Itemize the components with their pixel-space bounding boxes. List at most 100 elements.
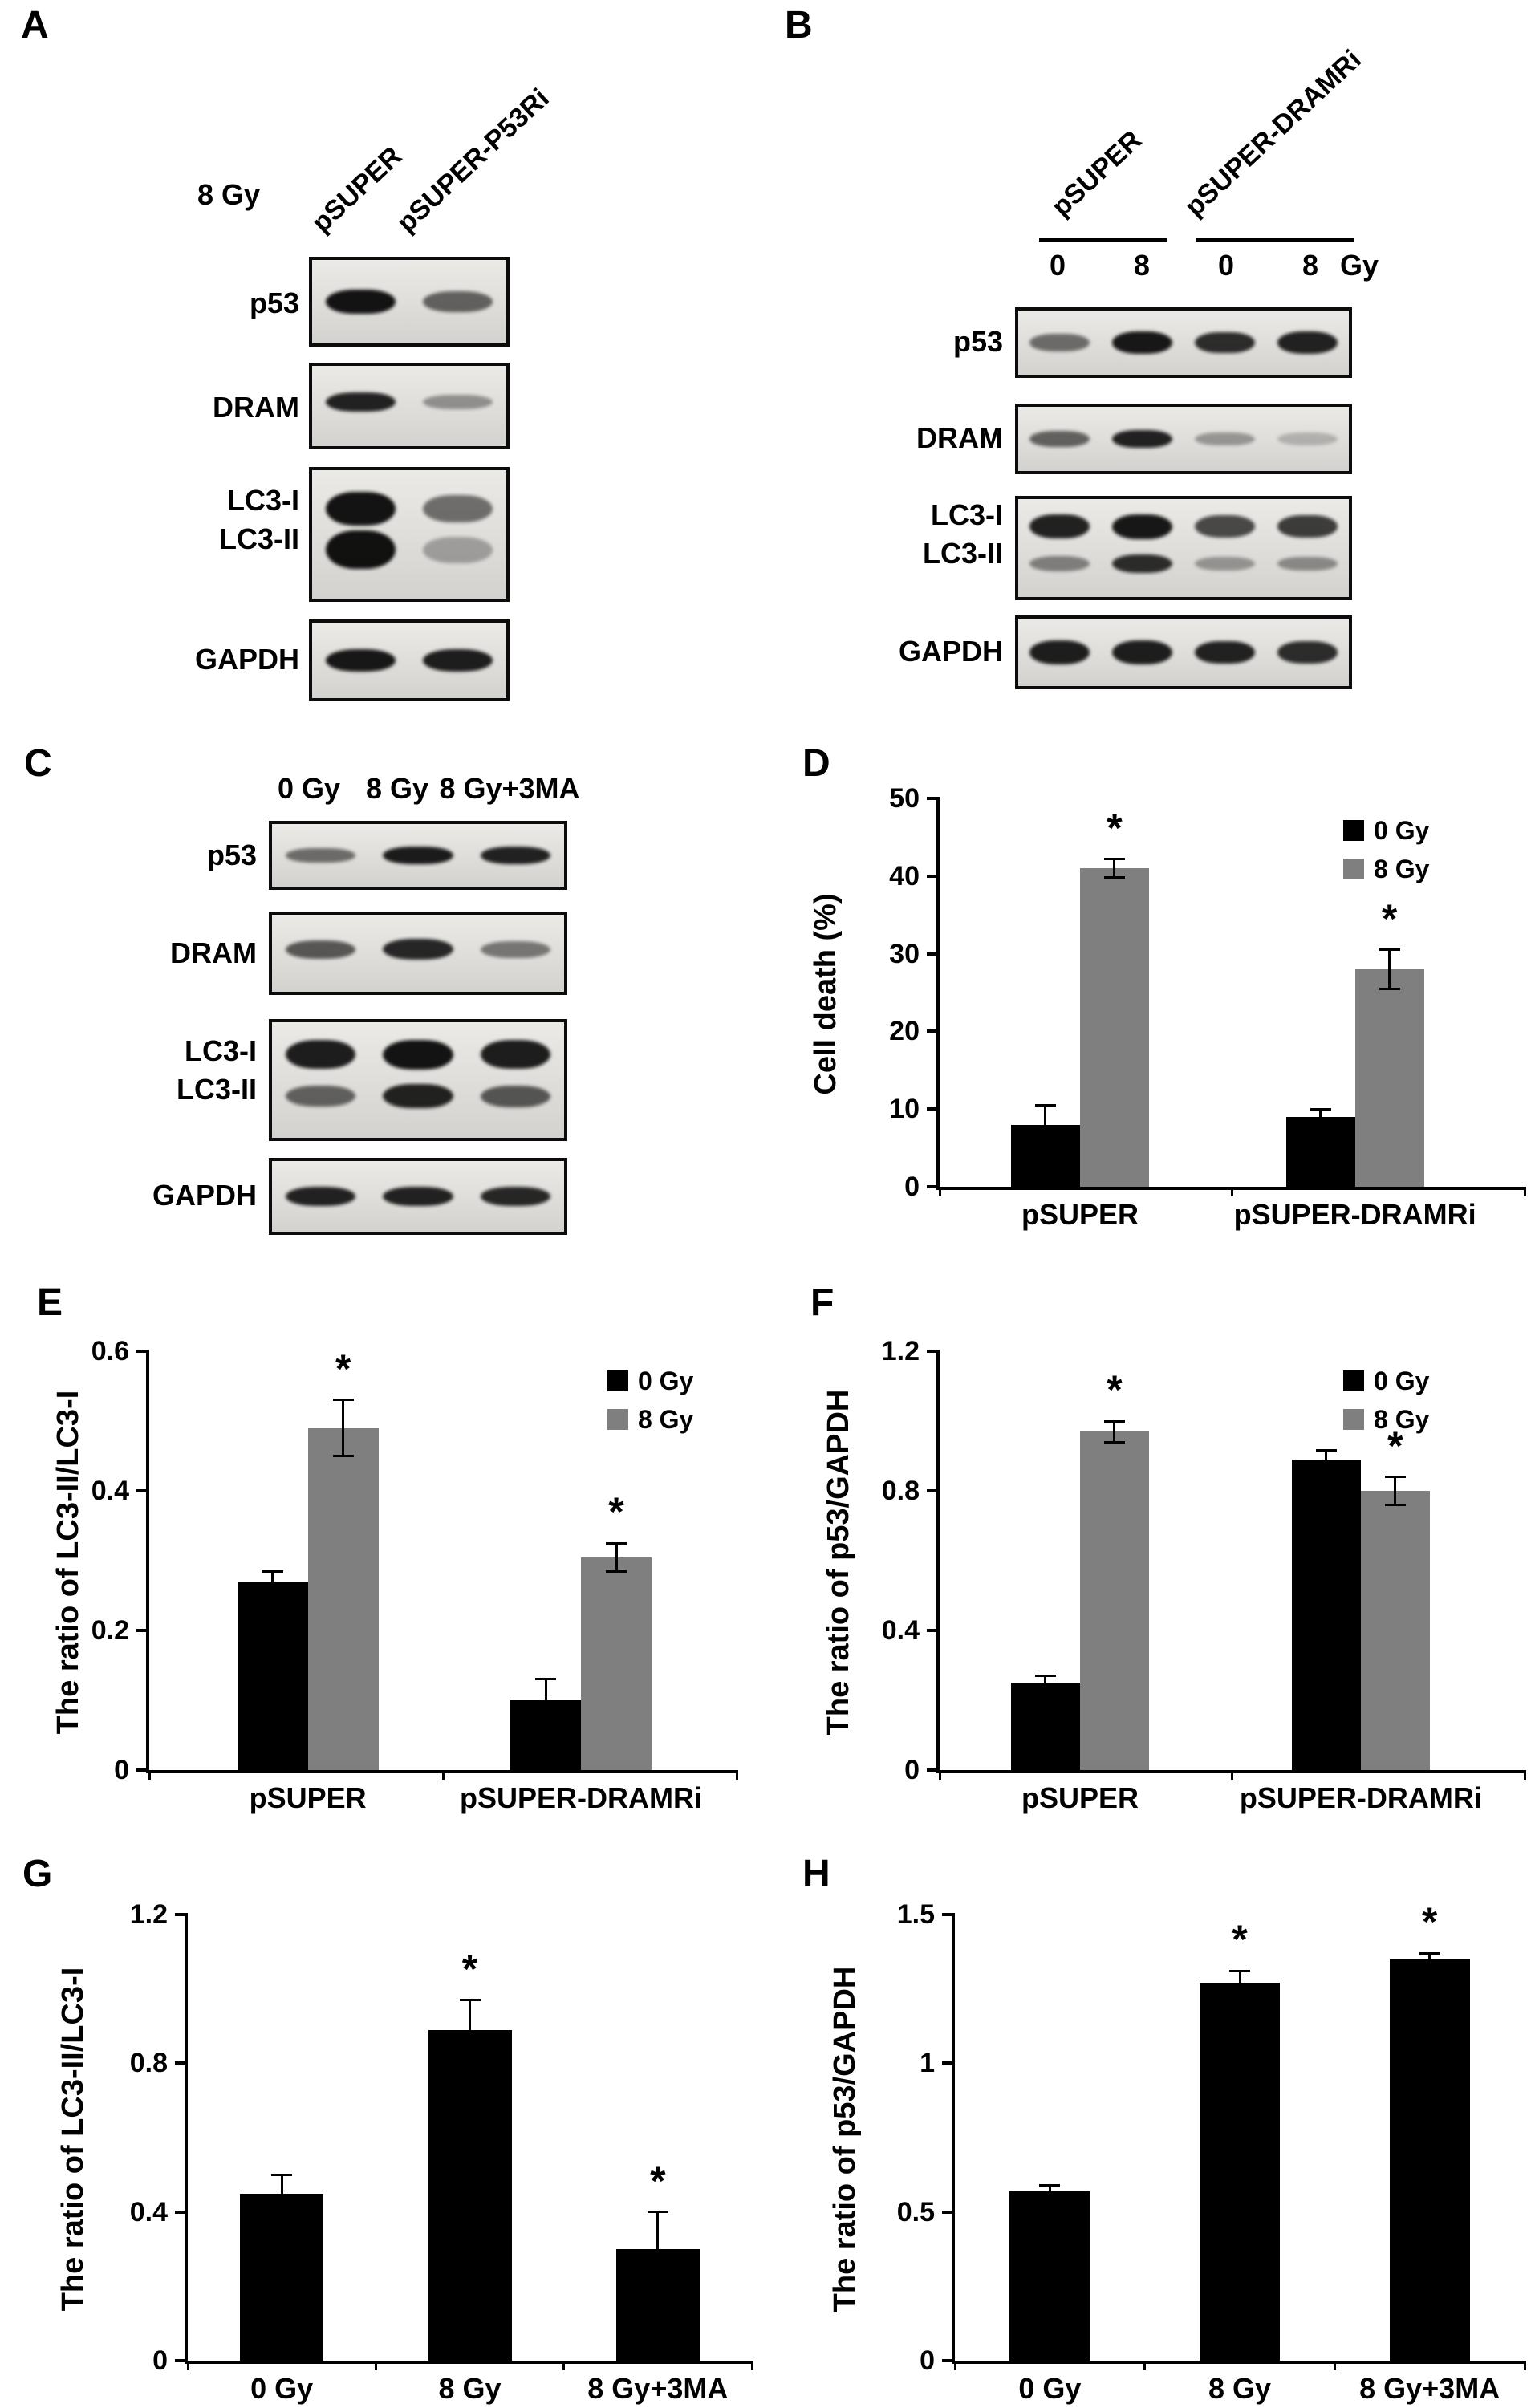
- y-tick-label: 0.5: [896, 2196, 935, 2227]
- x-tick-mark: [1523, 1187, 1526, 1196]
- error-bar-cap: [1419, 1951, 1440, 1955]
- y-tick-mark: [942, 2359, 955, 2362]
- panel-b-row-label-lc3-ii: LC3-II: [922, 537, 1003, 570]
- y-tick-label: 0.6: [91, 1336, 129, 1366]
- legend: 0 Gy 8 Gy: [607, 1368, 693, 1432]
- blot-band: [325, 289, 396, 315]
- y-tick-label: 1.2: [129, 1899, 168, 1930]
- error-bar-cap: [1103, 858, 1125, 860]
- blot-band: [285, 1187, 356, 1206]
- error-bar-line: [1319, 1109, 1322, 1125]
- bar: [240, 2193, 324, 2361]
- panel-c-blot-gapdh: [269, 1158, 567, 1235]
- error-bar-cap: [1419, 1963, 1440, 1967]
- x-tick-mark: [735, 1770, 738, 1780]
- error-bar-cap: [1103, 1440, 1125, 1444]
- x-category-label: 8 Gy+3MA: [587, 2372, 729, 2405]
- bar: [1291, 1459, 1361, 1770]
- error-bar-cap: [1229, 1993, 1250, 1996]
- panel-c-lane-label-8gy-3ma: 8 Gy+3MA: [439, 772, 580, 805]
- blot-band: [325, 491, 396, 526]
- legend-label: 8 Gy: [1374, 1404, 1430, 1434]
- blot-band: [383, 1039, 453, 1070]
- error-bar-line: [1113, 859, 1116, 878]
- legend-swatch: [1343, 1370, 1364, 1391]
- legend-label: 0 Gy: [637, 1366, 694, 1395]
- blot-band: [422, 649, 493, 672]
- panel-a-blot-p53: [309, 257, 510, 347]
- panel-b-row-label-p53: p53: [952, 325, 1003, 358]
- bar: [581, 1557, 652, 1770]
- error-bar-line: [1428, 1953, 1431, 1965]
- y-tick-label: 1: [920, 2048, 935, 2079]
- legend: 0 Gy 8 Gy: [1343, 818, 1429, 882]
- error-bar-cap: [1379, 987, 1400, 990]
- panel-e-chart: 0 0.2 0.4 0.6 * pSUPER * pSUPER-DRAMRi 0 Gy 8 Gy: [91, 1336, 738, 1814]
- panel-a-blot-lc3: [309, 467, 510, 602]
- blot-band: [1195, 515, 1255, 538]
- significance-star: *: [1387, 1423, 1403, 1468]
- blot-band: [325, 392, 396, 412]
- y-tick-label: 0.4: [91, 1476, 129, 1506]
- blot-band: [1195, 640, 1255, 664]
- error-bar-cap: [1034, 1688, 1056, 1691]
- blot-band: [422, 394, 493, 410]
- error-bar-cap: [271, 2211, 293, 2214]
- x-tick-mark: [148, 1770, 151, 1780]
- error-bar-cap: [1103, 876, 1125, 879]
- x-tick-mark: [1523, 2361, 1526, 2370]
- bar: [1354, 968, 1424, 1187]
- significance-star: *: [1107, 1367, 1123, 1412]
- panel-e-letter: E: [37, 1281, 63, 1324]
- x-category-label: pSUPER-DRAMRi: [460, 1781, 703, 1814]
- error-bar-cap: [332, 1399, 354, 1402]
- y-tick-mark: [136, 1350, 149, 1353]
- error-bar-line: [544, 1679, 547, 1722]
- legend-item: 0 Gy: [1343, 818, 1429, 843]
- y-tick-label: 0: [904, 1755, 920, 1785]
- panel-a-blot-dram: [309, 363, 510, 449]
- blot-band: [1112, 554, 1172, 573]
- error-bar-cap: [647, 2284, 668, 2288]
- y-tick-label: 1.5: [896, 1899, 935, 1930]
- y-tick-label: 0.4: [129, 2196, 168, 2227]
- x-category-label: pSUPER-DRAMRi: [1233, 1198, 1476, 1231]
- panel-b-group-underline-1: [1039, 238, 1167, 242]
- error-bar-cap: [1384, 1503, 1406, 1506]
- panel-b-blot-dram: [1015, 404, 1352, 474]
- blot-band: [1195, 556, 1255, 571]
- y-tick-mark: [136, 1629, 149, 1632]
- panel-h-chart: 0 0.5 1 1.5 0 Gy * 8 Gy * 8 Gy+3MA: [897, 1899, 1526, 2405]
- error-bar-cap: [1039, 2183, 1061, 2187]
- bar: [1079, 1431, 1149, 1770]
- panel-b-blot-p53: [1015, 307, 1352, 378]
- legend-swatch: [1343, 859, 1364, 880]
- panel-b-row-label-dram: DRAM: [916, 421, 1003, 454]
- panel-c-row-label-p53: p53: [206, 839, 257, 871]
- blot-band: [325, 649, 396, 672]
- y-tick-label: 40: [889, 860, 920, 891]
- legend-label: 0 Gy: [1374, 816, 1430, 846]
- y-tick-mark: [136, 1768, 149, 1772]
- error-bar-cap: [262, 1590, 283, 1594]
- panel-c-lane-label-8gy: 8 Gy: [365, 772, 429, 805]
- legend-item: 0 Gy: [1343, 1368, 1429, 1394]
- bar: [1079, 868, 1149, 1187]
- y-tick-mark: [927, 1029, 940, 1033]
- error-bar-line: [342, 1399, 345, 1456]
- y-tick-label: 0.8: [129, 2048, 168, 2079]
- panel-c-blot-lc3: [269, 1019, 567, 1141]
- panel-b-group-underline-2: [1196, 238, 1354, 242]
- error-bar-cap: [535, 1720, 557, 1723]
- significance-star: *: [1107, 805, 1123, 851]
- error-bar-line: [1325, 1450, 1328, 1468]
- panel-b-row-label-lc3-i: LC3-I: [931, 498, 1003, 531]
- x-tick-mark: [750, 2361, 753, 2370]
- panel-c-letter: C: [24, 742, 52, 785]
- y-tick-label: 0: [152, 2345, 168, 2376]
- bar: [307, 1427, 379, 1770]
- y-tick-mark: [927, 797, 940, 800]
- error-bar-line: [469, 2000, 471, 2060]
- blot-band: [1277, 514, 1338, 538]
- blot-band: [1029, 333, 1090, 352]
